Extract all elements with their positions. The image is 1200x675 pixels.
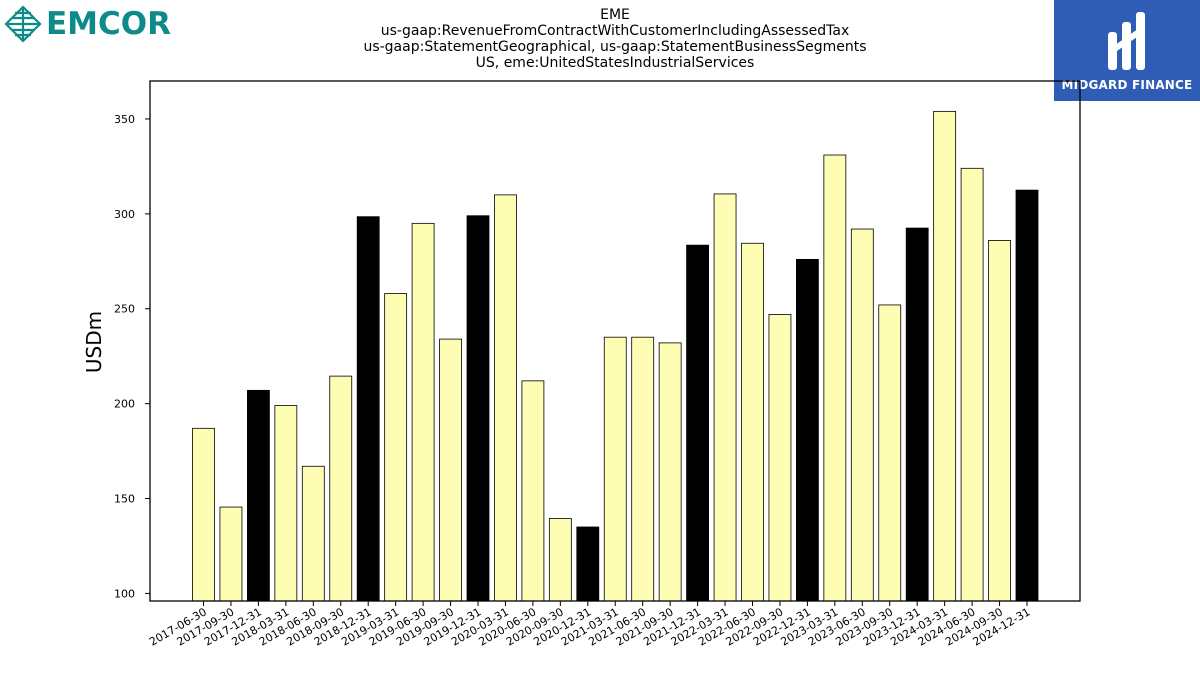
title-line: EME: [600, 7, 630, 23]
y-axis: 100 150 200 250 300 350: [114, 113, 150, 600]
bar: [274, 405, 298, 602]
bar: [329, 375, 353, 602]
bar: [850, 228, 874, 602]
bar: [823, 154, 847, 602]
title-line: us-gaap:StatementGeographical, us-gaap:S…: [363, 39, 866, 55]
bar: [631, 336, 655, 602]
bar: [658, 342, 682, 602]
bar: [1015, 189, 1039, 602]
bar: [988, 240, 1011, 602]
emcor-diamond-icon: [4, 5, 42, 43]
bar: [878, 304, 902, 602]
bar: [301, 465, 325, 602]
y-tick-label: 250: [114, 303, 135, 316]
bar: [796, 258, 819, 602]
bar: [192, 427, 215, 602]
partner-name: MIDGARD FINANCE: [1061, 78, 1193, 92]
bar: [494, 194, 517, 602]
bar: [741, 242, 764, 602]
emcor-logo: EMCOR: [4, 4, 171, 44]
y-tick-label: 100: [114, 587, 135, 600]
bar: [356, 216, 380, 602]
bar: [933, 110, 957, 602]
bar: [686, 244, 709, 602]
bar: [219, 506, 243, 602]
x-axis: 2017-06-302017-09-302017-12-312018-03-31…: [147, 601, 1033, 649]
bar: [603, 336, 627, 602]
bar: [713, 193, 737, 602]
y-tick-label: 350: [114, 113, 135, 126]
midgard-finance-logo: MIDGARD FINANCE: [1054, 0, 1200, 101]
bar: [439, 338, 462, 602]
bar: [384, 293, 408, 602]
title-line: us-gaap:RevenueFromContractWithCustomerI…: [381, 23, 850, 39]
title-line: US, eme:UnitedStatesIndustrialServices: [476, 55, 755, 71]
bar: [521, 380, 545, 602]
bar: [548, 518, 572, 602]
emcor-wordmark: EMCOR: [46, 6, 171, 42]
bar: [466, 215, 490, 602]
bar: [768, 314, 792, 602]
y-tick-label: 150: [114, 493, 135, 506]
bars: [192, 110, 1039, 602]
bar: [960, 167, 984, 602]
bar: [576, 526, 600, 602]
y-tick-label: 200: [114, 398, 135, 411]
plot-frame: [149, 80, 1081, 602]
bar: [246, 389, 270, 602]
chart-title: EMEus-gaap:RevenueFromContractWithCustom…: [363, 7, 866, 71]
y-axis-label: USDm: [82, 311, 106, 373]
midgard-m-icon: [1108, 12, 1145, 70]
bar: [905, 227, 929, 602]
bar: [411, 222, 435, 602]
y-tick-label: 300: [114, 208, 135, 221]
